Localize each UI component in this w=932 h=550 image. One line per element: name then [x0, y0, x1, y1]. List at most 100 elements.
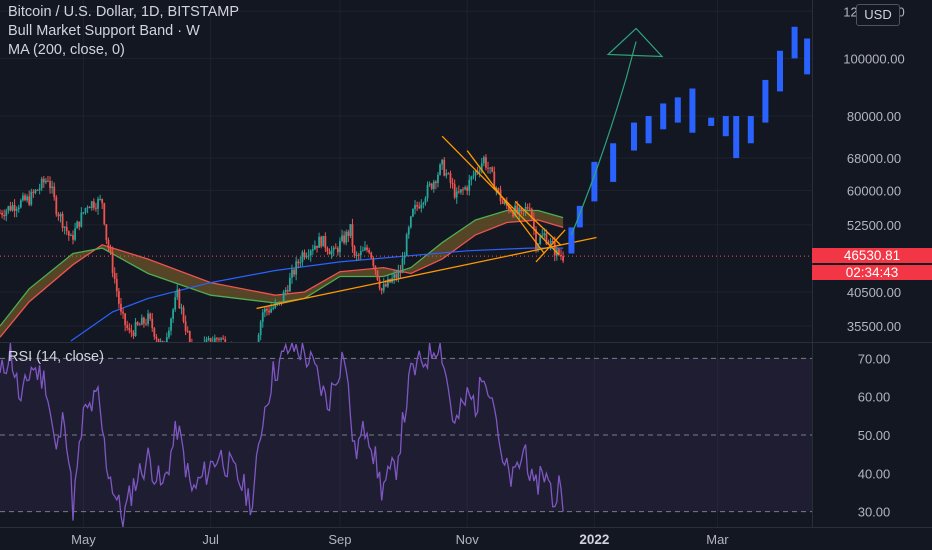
rsi-pane[interactable] [0, 343, 812, 527]
legend-rsi[interactable]: RSI (14, close) [8, 349, 104, 365]
candle [272, 304, 275, 311]
candle-body [282, 291, 285, 303]
candle-body [334, 247, 337, 249]
candle-body [347, 231, 350, 236]
candle [203, 336, 205, 342]
candle-body [201, 346, 203, 351]
candle [343, 231, 346, 245]
candle [136, 321, 139, 326]
candle-body [520, 207, 523, 210]
candle-body [28, 196, 31, 205]
candle [117, 287, 120, 309]
candle-body [397, 270, 400, 278]
candle-body [316, 245, 318, 248]
rsi-tick-label: 50.00 [858, 428, 891, 443]
candle [92, 198, 95, 211]
candle-body [80, 212, 83, 227]
candle-body [516, 205, 519, 213]
candle [305, 252, 308, 259]
candle-body [151, 318, 154, 329]
candle-body [213, 338, 216, 342]
candle-body [453, 184, 456, 198]
candle [168, 327, 170, 340]
candle-body [36, 189, 39, 191]
candle-body [501, 200, 504, 204]
candle-body [409, 216, 412, 228]
candle [84, 207, 87, 215]
candle-body [72, 235, 74, 240]
candle [487, 161, 489, 174]
candle-body [549, 241, 552, 245]
candle [447, 172, 450, 175]
candle [218, 337, 220, 342]
candle [324, 232, 327, 253]
candle-body [530, 208, 533, 218]
candle [17, 204, 20, 213]
candle-body [78, 221, 81, 227]
candle [126, 320, 129, 331]
candle-body [420, 204, 423, 209]
candle [316, 245, 318, 253]
candle [533, 212, 535, 236]
candle [288, 272, 291, 292]
candle [24, 193, 26, 202]
candle-body [428, 183, 431, 186]
candle-body [432, 181, 435, 189]
candle [485, 154, 487, 171]
candle-body [366, 247, 368, 250]
candle [63, 226, 66, 235]
candle-body [19, 200, 22, 208]
candle-body [320, 236, 323, 247]
candle [15, 206, 18, 218]
candle-body [42, 178, 45, 183]
candle-body [474, 171, 477, 176]
candle-body [422, 202, 425, 205]
candle [74, 222, 76, 242]
candle [237, 342, 239, 356]
time-axis[interactable]: May Jul Sep Nov 2022 Mar [71, 532, 729, 547]
candle-body [518, 207, 521, 213]
candle [432, 179, 435, 193]
trendline [466, 150, 545, 254]
candle [482, 155, 485, 167]
candle-body [174, 297, 177, 310]
candle [357, 252, 360, 261]
candle [434, 180, 437, 190]
candle-body [105, 224, 108, 241]
candle-body [26, 196, 29, 201]
candle [140, 314, 143, 326]
price-pane[interactable] [0, 26, 812, 383]
candle-body [7, 206, 10, 211]
candle-body [274, 303, 277, 308]
candle [453, 179, 456, 200]
candle [224, 336, 227, 342]
candle [164, 341, 166, 342]
candle-body [405, 234, 408, 256]
candle [307, 249, 310, 260]
candle [145, 318, 147, 326]
projection-bar [804, 38, 811, 75]
candle [213, 334, 216, 342]
candle [157, 338, 160, 342]
candle-body [65, 226, 68, 232]
currency-button[interactable]: USD [856, 4, 900, 26]
legend-bull-band[interactable]: Bull Market Support Band · W [8, 23, 200, 39]
time-tick-label: Sep [328, 532, 351, 547]
candle-body [61, 213, 64, 228]
candle-body [261, 312, 264, 322]
candle [256, 343, 258, 357]
candle-body [497, 188, 500, 190]
candle-body [376, 270, 379, 280]
candle-body [510, 210, 512, 212]
candle-body [55, 197, 58, 215]
candle [303, 249, 306, 260]
candle [205, 336, 208, 342]
candle-body [180, 307, 183, 309]
candle-body [447, 173, 450, 175]
candle-body [305, 255, 308, 258]
legend-ma200[interactable]: MA (200, close, 0) [8, 42, 125, 58]
time-tick-label: Nov [456, 532, 480, 547]
candle [47, 175, 49, 183]
candle [7, 205, 10, 214]
legend-symbol[interactable]: Bitcoin / U.S. Dollar, 1D, BITSTAMP [8, 4, 239, 20]
